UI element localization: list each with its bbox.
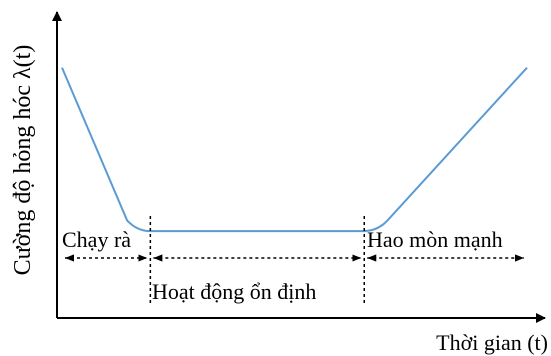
phase-label-stable: Hoạt động ổn định bbox=[152, 279, 316, 304]
phase-label-break-in: Chạy rà bbox=[62, 227, 131, 252]
phase-label-wear-out: Hao mòn mạnh bbox=[367, 227, 503, 252]
failure-rate-line bbox=[61, 66, 528, 233]
y-axis-label: Cường độ hỏng hóc λ(t) bbox=[10, 45, 36, 276]
x-axis-label: Thời gian (t) bbox=[436, 330, 548, 355]
